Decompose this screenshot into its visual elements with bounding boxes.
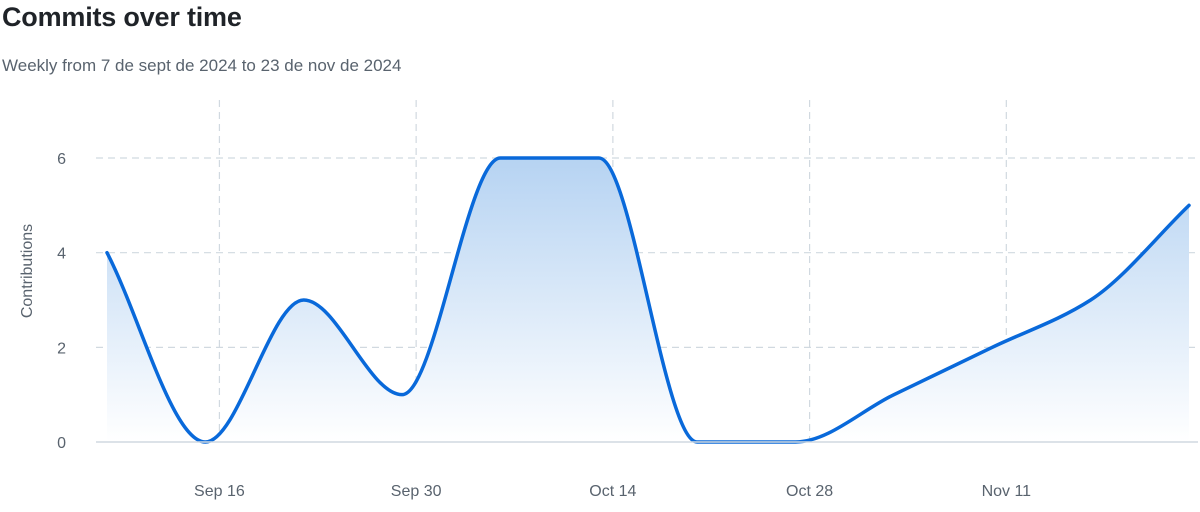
chart-title: Commits over time	[2, 2, 242, 32]
area-layer	[104, 155, 1192, 444]
series-line	[105, 156, 1191, 444]
data-point	[1088, 297, 1094, 303]
data-point	[989, 344, 995, 350]
data-point	[1186, 202, 1192, 208]
x-tick-label: Sep 16	[194, 483, 245, 500]
data-point	[497, 155, 503, 161]
data-point	[891, 392, 897, 398]
y-tick-label: 2	[57, 340, 66, 357]
data-point	[399, 392, 405, 398]
chart-subtitle: Weekly from 7 de sept de 2024 to 23 de n…	[2, 56, 402, 75]
axis-labels: 0 2 4 6 Sep 16 Sep 30 Oct 14 Oct 28 Nov 11	[57, 151, 1031, 500]
y-tick-label: 6	[57, 151, 66, 168]
data-point	[301, 297, 307, 303]
x-tick-label: Sep 30	[391, 483, 442, 500]
data-point	[596, 155, 602, 161]
x-tick-label: Oct 28	[786, 483, 833, 500]
x-tick-label: Oct 14	[589, 483, 636, 500]
x-tick-label: Nov 11	[982, 483, 1032, 500]
data-point	[104, 250, 110, 256]
y-tick-label: 0	[57, 435, 66, 452]
y-tick-label: 4	[57, 246, 66, 263]
y-axis-title: Contributions	[19, 224, 36, 318]
